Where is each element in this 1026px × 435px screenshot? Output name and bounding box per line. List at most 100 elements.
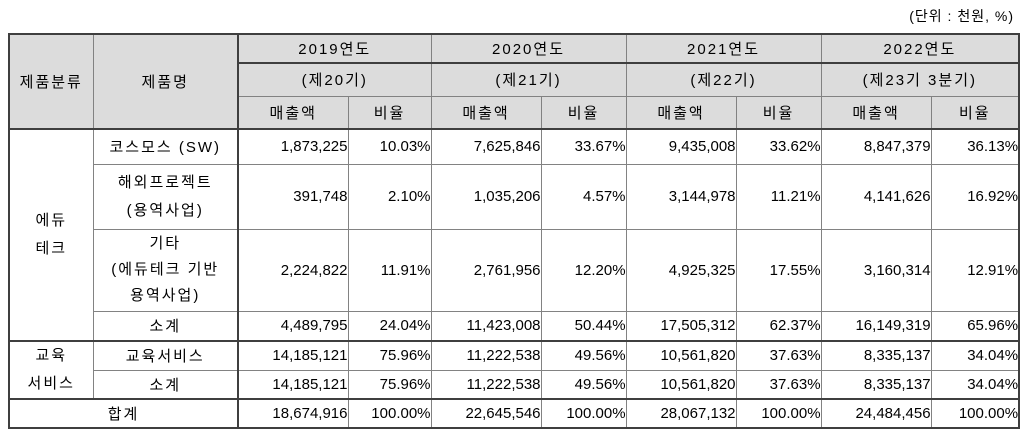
- revenue-value-cell: 17,505,312: [625, 310, 737, 342]
- table-row-education-service: 교육 서비스 교육서비스 14,185,121 75.96% 11,222,53…: [8, 340, 1020, 400]
- header-period-23: (제23기 3분기): [820, 62, 1020, 97]
- revenue-value-cell: 2,224,822: [237, 228, 349, 312]
- ratio-value-cell: 75.96%: [347, 340, 432, 371]
- category-label: 에듀: [35, 212, 68, 229]
- header-period-row: (제20기) (제21기) (제22기) (제23기 3분기): [9, 62, 1020, 97]
- header-revenue: 매출액: [625, 95, 737, 130]
- revenue-value-cell: 16,149,319: [820, 310, 932, 342]
- ratio-value-cell: 36.13%: [930, 128, 1020, 165]
- ratio-value-cell: 100.00%: [347, 398, 432, 429]
- product-name-label: 기타: [149, 235, 182, 252]
- product-name-label: (에듀테크 기반: [111, 261, 220, 278]
- revenue-value-cell: 22,645,546: [430, 398, 542, 429]
- table-row-service-subtotal: 소계 14,185,121 75.96% 11,222,538 49.56% 1…: [9, 369, 1020, 400]
- ratio-value-cell: 37.63%: [735, 340, 822, 371]
- revenue-value-cell: 14,185,121: [237, 369, 349, 400]
- revenue-value-cell: 4,489,795: [237, 310, 349, 342]
- category-label: 테크: [35, 240, 68, 257]
- product-name-cell: 소계: [92, 369, 239, 400]
- ratio-value-cell: 100.00%: [735, 398, 822, 429]
- category-label: 서비스: [27, 375, 75, 392]
- ratio-value-cell: 12.20%: [540, 228, 627, 312]
- revenue-value-cell: 8,847,379: [820, 128, 932, 165]
- product-name-label: 용역사업): [130, 287, 201, 304]
- revenue-value-cell: 28,067,132: [625, 398, 737, 429]
- ratio-value-cell: 11.21%: [735, 163, 822, 230]
- ratio-value-cell: 10.03%: [347, 128, 432, 165]
- ratio-value-cell: 65.96%: [930, 310, 1020, 342]
- ratio-value-cell: 75.96%: [347, 369, 432, 400]
- ratio-value-cell: 50.44%: [540, 310, 627, 342]
- header-revenue: 매출액: [237, 95, 349, 130]
- subtotal-label: 소계: [149, 318, 182, 336]
- header-ratio: 비율: [930, 95, 1020, 130]
- category-label: 교육: [35, 347, 68, 364]
- revenue-value-cell: 18,674,916: [237, 398, 349, 429]
- product-revenue-table: 제품분류 제품명 2019연도 2020연도 2021연도 2022연도 (제2…: [8, 33, 1021, 429]
- unit-label: (단위 : 천원, %): [909, 8, 1014, 24]
- ratio-value-cell: 2.10%: [347, 163, 432, 230]
- product-name-cell: 교육서비스: [92, 340, 239, 371]
- revenue-value-cell: 10,561,820: [625, 369, 737, 400]
- ratio-value-cell: 34.04%: [930, 340, 1020, 371]
- product-name-cell: 해외프로젝트 (용역사업): [92, 163, 239, 230]
- ratio-value-cell: 34.04%: [930, 369, 1020, 400]
- revenue-value-cell: 9,435,008: [625, 128, 737, 165]
- ratio-value-cell: 33.67%: [540, 128, 627, 165]
- total-label-cell: 합계: [8, 398, 239, 429]
- revenue-value-cell: 24,484,456: [820, 398, 932, 429]
- product-name-label: (용역사업): [126, 201, 204, 219]
- ratio-value-cell: 17.55%: [735, 228, 822, 312]
- revenue-value-cell: 1,035,206: [430, 163, 542, 230]
- header-product-name: 제품명: [92, 33, 239, 130]
- revenue-value-cell: 11,423,008: [430, 310, 542, 342]
- header-ratio: 비율: [347, 95, 432, 130]
- table-row-other: 기타 (에듀테크 기반 용역사업) 2,224,822 11.91% 2,761…: [9, 228, 1020, 312]
- revenue-value-cell: 2,761,956: [430, 228, 542, 312]
- revenue-value-cell: 8,335,137: [820, 340, 932, 371]
- revenue-value-cell: 8,335,137: [820, 369, 932, 400]
- ratio-value-cell: 100.00%: [540, 398, 627, 429]
- subtotal-label: 소계: [149, 376, 182, 394]
- product-name-cell: 코스모스 (SW): [92, 128, 239, 165]
- revenue-value-cell: 7,625,846: [430, 128, 542, 165]
- header-ratio: 비율: [540, 95, 627, 130]
- header-year-row: 제품분류 제품명 2019연도 2020연도 2021연도 2022연도: [8, 33, 1020, 130]
- ratio-value-cell: 16.92%: [930, 163, 1020, 230]
- ratio-value-cell: 49.56%: [540, 340, 627, 371]
- revenue-value-cell: 391,748: [237, 163, 349, 230]
- table-row-total: 합계 18,674,916 100.00% 22,645,546 100.00%…: [8, 398, 1020, 429]
- product-name-cell: 기타 (에듀테크 기반 용역사업): [92, 228, 239, 312]
- header-period-21: (제21기): [430, 62, 627, 97]
- revenue-value-cell: 3,160,314: [820, 228, 932, 312]
- revenue-value-cell: 1,873,225: [237, 128, 349, 165]
- header-period-22: (제22기): [625, 62, 822, 97]
- revenue-value-cell: 3,144,978: [625, 163, 737, 230]
- product-name-label: 코스모스 (SW): [109, 139, 222, 157]
- header-year-2020: 2020연도: [430, 33, 627, 64]
- revenue-value-cell: 4,141,626: [820, 163, 932, 230]
- revenue-value-cell: 4,925,325: [625, 228, 737, 312]
- ratio-value-cell: 33.62%: [735, 128, 822, 165]
- product-name-cell: 소계: [92, 310, 239, 342]
- ratio-value-cell: 62.37%: [735, 310, 822, 342]
- revenue-value-cell: 11,222,538: [430, 340, 542, 371]
- revenue-value-cell: 14,185,121: [237, 340, 349, 371]
- ratio-value-cell: 24.04%: [347, 310, 432, 342]
- ratio-value-cell: 49.56%: [540, 369, 627, 400]
- header-ratio: 비율: [735, 95, 822, 130]
- product-name-label: 교육서비스: [125, 348, 205, 366]
- ratio-value-cell: 100.00%: [930, 398, 1020, 429]
- header-period-20: (제20기): [236, 62, 432, 97]
- header-measure-row: 매출액 비율 매출액 비율 매출액 비율 매출액 비율: [9, 95, 1020, 130]
- category-cell-edutech: 에듀 테크: [8, 128, 94, 342]
- product-name-label: 해외프로젝트: [117, 173, 213, 191]
- table-row-cosmos: 에듀 테크 코스모스 (SW) 1,873,225 10.03% 7,625,8…: [8, 128, 1020, 342]
- ratio-value-cell: 4.57%: [540, 163, 627, 230]
- header-year-2021: 2021연도: [625, 33, 822, 64]
- ratio-value-cell: 12.91%: [930, 228, 1020, 312]
- ratio-value-cell: 11.91%: [347, 228, 432, 312]
- header-revenue: 매출액: [430, 95, 542, 130]
- header-year-2022: 2022연도: [820, 33, 1020, 64]
- header-revenue: 매출액: [820, 95, 932, 130]
